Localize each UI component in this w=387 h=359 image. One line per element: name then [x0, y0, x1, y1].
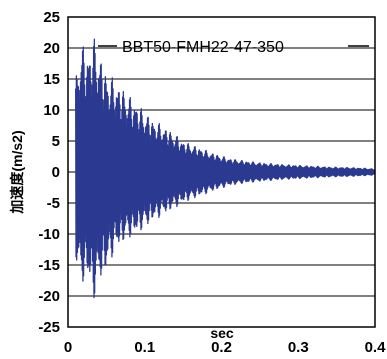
y-axis-label: 加速度(m/s2) [9, 130, 25, 214]
x-tick-label: 0.2 [211, 339, 232, 356]
series-line [75, 38, 376, 299]
legend: BBT50-FMH22-47-350 [98, 39, 369, 56]
y-tick-label: 5 [52, 133, 60, 150]
x-tick-label: 0.3 [288, 339, 309, 356]
y-tick-label: 25 [43, 9, 60, 26]
x-axis-label: sec [210, 325, 234, 341]
x-tick-label: 0 [64, 339, 72, 356]
x-tick-label: 0.1 [134, 339, 155, 356]
y-tick-label: -10 [38, 226, 60, 243]
plot-area [75, 38, 376, 299]
y-tick-label: 10 [43, 102, 60, 119]
y-tick-label: 15 [43, 71, 60, 88]
y-tick-label: 0 [52, 164, 60, 181]
x-tick-label: 0.4 [365, 339, 387, 356]
y-tick-label: -5 [47, 195, 60, 212]
y-tick-label: -20 [38, 288, 60, 305]
plot-frame [67, 16, 376, 328]
y-tick-label: -25 [38, 319, 60, 336]
legend-label: BBT50-FMH22-47-350 [122, 39, 284, 56]
y-tick-label: -15 [38, 257, 60, 274]
y-tick-label: 20 [43, 40, 60, 57]
